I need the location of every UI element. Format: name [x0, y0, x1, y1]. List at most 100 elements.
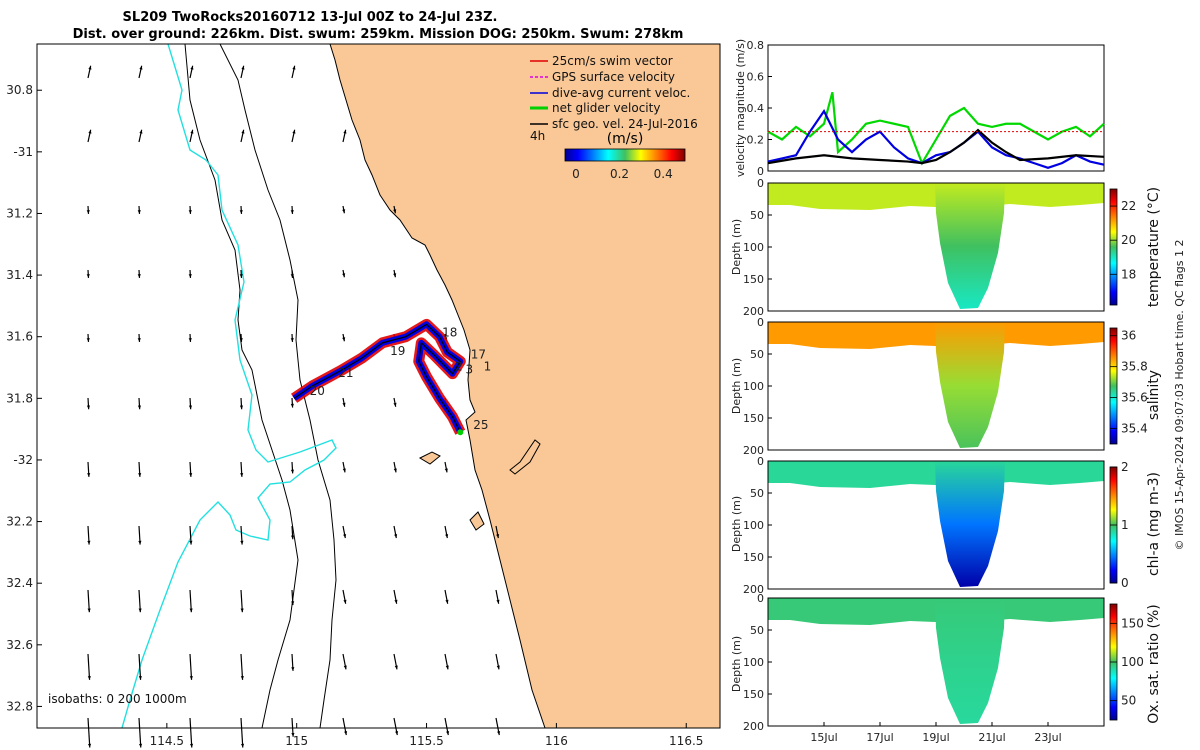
colorbar-tick-label: 50: [1121, 694, 1136, 708]
map-ytick-label: 31.6: [6, 330, 33, 344]
geo-vector-head: [87, 540, 91, 545]
geo-vector-head: [290, 274, 294, 278]
geo-vector-head: [342, 273, 346, 278]
geo-vector-head: [86, 405, 91, 410]
velocity-series: [767, 108, 1105, 170]
geo-vector-head: [343, 665, 347, 670]
map-colorbar-tick: 0.2: [610, 167, 629, 181]
velocity-axes: [767, 44, 1105, 172]
day-label: 19: [390, 344, 405, 358]
map-xtick-label: 116: [545, 734, 568, 748]
geo-vector-head: [497, 731, 501, 736]
map-xtick-label: 116.5: [669, 734, 703, 748]
geo-vector: [240, 589, 243, 613]
colorbar-tick-label: 1: [1121, 518, 1129, 532]
island: [418, 451, 441, 465]
map-ytick-label: -31: [13, 145, 33, 159]
map-ytick-label: 32.2: [6, 515, 33, 529]
geo-vector-head: [394, 665, 398, 670]
geo-vector-head: [343, 534, 347, 539]
section-ytick-label: 100: [743, 656, 764, 669]
geo-vector-head: [393, 273, 397, 278]
net-track: [293, 323, 461, 433]
section-panel: 0 50 100 150 200 35.4 35.6 35.8 36: [743, 316, 1148, 457]
geo-vector-head: [88, 65, 92, 70]
colorbar-tick-label: 22: [1121, 199, 1136, 213]
geo-vector: [240, 717, 244, 748]
day-labels: 18 19 171 21 20 25 2 3: [310, 326, 492, 432]
section-ytick-label: 0: [757, 592, 764, 605]
section-panel: 0 50 100 150 200 18 20 22: [743, 177, 1136, 318]
geo-vector: [138, 717, 142, 748]
map-xtick-label: 114.5: [150, 734, 184, 748]
section-ytick-label: 50: [750, 348, 764, 361]
date-tick-label: 17Jul: [866, 731, 893, 744]
section-ytick-label: 150: [743, 688, 764, 701]
geo-vector: [240, 653, 244, 680]
geo-vector-head: [138, 608, 142, 613]
geo-vector-head: [290, 403, 294, 408]
chl-colorbar-label: chl-a (mg m-3): [1146, 472, 1162, 576]
geo-vector-head: [446, 731, 450, 736]
day-label: 1: [484, 360, 492, 374]
section-ytick-label: 200: [743, 444, 764, 457]
geo-vector-head: [189, 608, 193, 613]
geo-vector-head: [190, 129, 194, 134]
geo-vector: [87, 717, 91, 748]
map-frame: [36, 43, 721, 729]
colorbar-tick-label: 18: [1121, 267, 1136, 281]
geostrophic-vectors: [86, 65, 501, 748]
day-label: 25: [473, 418, 488, 432]
isobath-200m: [219, 44, 337, 728]
geo-vector-head: [138, 540, 142, 545]
ox-colorbar-label: Ox. sat. ratio (%): [1146, 604, 1162, 723]
geo-vector-head: [343, 129, 347, 134]
map-colorbar-ticks: 0 0.2 0.4: [572, 167, 673, 181]
chl-ylabel: Depth (m): [730, 496, 743, 552]
geo-vector-head: [342, 468, 346, 473]
date-tick-label: 15Jul: [810, 731, 837, 744]
vel-ytick-label: 0: [757, 165, 764, 178]
day-label: 3: [465, 363, 473, 377]
section-ytick-label: 200: [743, 583, 764, 596]
colorbar-tick-label: 100: [1121, 655, 1144, 669]
legend-gps: GPS surface velocity: [552, 70, 675, 84]
geo-vector-head: [290, 210, 294, 214]
geo-vector-head: [87, 676, 91, 680]
section-colorbar: [1109, 327, 1118, 445]
ox-ylabel: Depth (m): [730, 636, 743, 692]
day-label: 18: [442, 326, 457, 340]
section-colorbar: [1109, 188, 1118, 306]
map-xtick-label: 115: [285, 734, 308, 748]
geo-vector-head: [496, 665, 500, 670]
section-ytick-label: 0: [757, 177, 764, 190]
velocity-y-axis: 0 0.2 0.4 0.6 0.8: [747, 39, 772, 178]
legend-4h: 4h: [530, 129, 545, 143]
geo-vector-head: [239, 210, 243, 214]
geo-vector-head: [395, 731, 399, 736]
section-panel: 0 50 100 150 200 0 1 2: [743, 455, 1129, 596]
geo-vector-head: [240, 608, 244, 613]
section-ytick-label: 200: [743, 720, 764, 733]
legend-net: net glider velocity: [552, 101, 660, 115]
geo-vector-head: [445, 534, 449, 539]
geo-vector-head: [394, 534, 398, 539]
map-ytick-label: 31.4: [6, 268, 33, 282]
section-ytick-label: 150: [743, 412, 764, 425]
map-colorbar: [564, 148, 686, 162]
colorbar-tick-label: 35.6: [1121, 391, 1148, 405]
map-ytick-label: 32.4: [6, 576, 33, 590]
geo-vector-head: [190, 743, 194, 748]
geo-vector: [138, 653, 142, 680]
geo-vector: [87, 653, 91, 680]
day-label: 20: [310, 384, 325, 398]
geo-vector-head: [137, 274, 141, 278]
section-ytick-label: 100: [743, 241, 764, 254]
geo-vector-head: [394, 599, 398, 604]
date-tick-label: 21Jul: [978, 731, 1005, 744]
geo-vector-head: [291, 535, 295, 540]
section-ytick-label: 150: [743, 273, 764, 286]
colorbar-tick-label: 2: [1121, 460, 1129, 474]
geo-vector-head: [190, 65, 194, 70]
geo-vector-head: [86, 274, 90, 278]
